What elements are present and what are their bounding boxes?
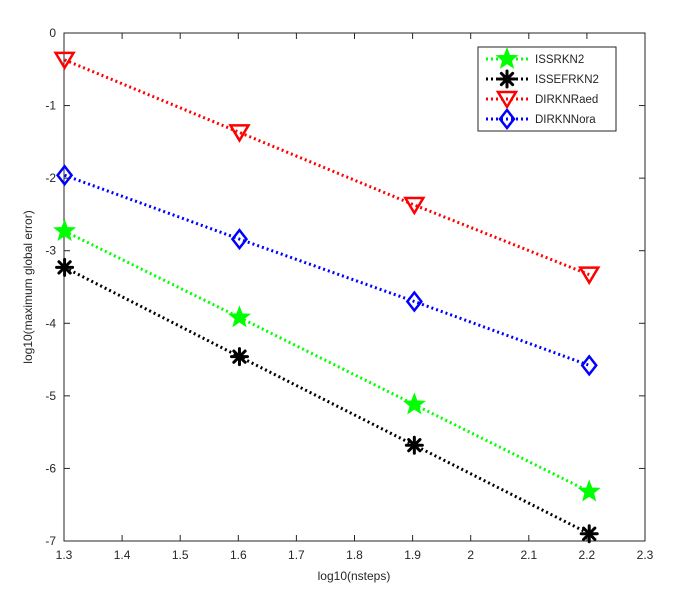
data-point-dirknraed <box>403 196 426 216</box>
x-axis-label: log10(nsteps) <box>318 569 391 583</box>
series-issrkn2 <box>53 218 601 502</box>
y-tick-label: 0 <box>49 26 56 40</box>
data-point-issefrkn2 <box>404 435 424 455</box>
legend: ISSRKN2 ISSEFRKN2 DIRKNRaed DIRKNNora <box>477 46 617 132</box>
legend-label-issefrkn2: ISSEFRKN2 <box>535 74 599 86</box>
y-tick-label: -3 <box>45 244 56 258</box>
data-point-issefrkn2 <box>579 524 599 544</box>
legend-marker-dirknnora <box>498 107 516 131</box>
data-point-issefrkn2 <box>55 257 75 277</box>
data-point-dirknnora <box>230 228 249 251</box>
x-tick-label: 2.2 <box>579 548 596 562</box>
data-point-issefrkn2-stroke <box>57 260 72 275</box>
x-tick-label: 1.7 <box>288 548 305 562</box>
legend-box <box>477 46 617 132</box>
y-tick-label: -4 <box>45 316 56 330</box>
data-point-issrkn2 <box>53 218 77 241</box>
data-point-issrkn2 <box>402 392 426 415</box>
data-point-issrkn2 <box>577 479 601 502</box>
data-point-issrkn2 <box>227 305 252 328</box>
data-point-dirknnora <box>580 354 598 377</box>
x-tick-label: 2 <box>467 548 474 562</box>
x-tick-label: 1.6 <box>230 548 247 562</box>
data-point-dirknnora <box>55 164 74 187</box>
legend-label-dirknnora: DIRKNNora <box>535 114 596 126</box>
legend-marker-issefrkn2 <box>497 69 517 89</box>
x-tick-label: 1.9 <box>404 548 421 562</box>
data-point-dirknraed <box>228 124 251 143</box>
legend-label-issrkn2: ISSRKN2 <box>535 54 584 66</box>
x-tick-label: 2.3 <box>637 548 654 562</box>
y-axis-label: log10(maximum global error) <box>21 210 35 363</box>
series-line-issefrkn2 <box>63 266 590 536</box>
y-tick-label: -2 <box>45 171 56 185</box>
x-tick-label: 2.1 <box>520 548 537 562</box>
data-point-dirknnora <box>405 290 423 313</box>
series-dirknnora <box>55 164 598 377</box>
legend-marker-issefrkn2-stroke <box>499 71 515 87</box>
y-tick-label: -6 <box>45 461 56 475</box>
data-point-issefrkn2-stroke <box>232 349 247 364</box>
data-point-dirknraed <box>53 51 76 71</box>
x-tick-label: 1.3 <box>56 548 73 562</box>
legend-label-dirknraed: DIRKNRaed <box>535 94 598 106</box>
y-tick-label: -5 <box>45 389 56 403</box>
x-tick-label: 1.8 <box>346 548 363 562</box>
y-tick-label: -1 <box>45 99 56 113</box>
series-dirknraed <box>53 51 601 286</box>
series-issefrkn2 <box>55 257 599 544</box>
axis-ticks: 1.3 1.4 1.5 1.6 1.7 1.8 1.9 2 2.1 2.2 2.3 0 -1 -2 -3 -4… <box>45 26 653 562</box>
x-tick-label: 1.4 <box>114 548 131 562</box>
legend-marker-issrkn2 <box>495 46 519 69</box>
data-point-dirknraed <box>578 266 601 286</box>
legend-marker-dirknraed <box>495 90 519 110</box>
series-group <box>53 51 601 544</box>
data-point-issefrkn2-stroke <box>407 438 422 453</box>
x-tick-label: 1.5 <box>172 548 189 562</box>
y-tick-label: -7 <box>45 534 56 548</box>
data-point-issefrkn2 <box>229 347 249 367</box>
data-point-issefrkn2-stroke <box>582 526 597 541</box>
